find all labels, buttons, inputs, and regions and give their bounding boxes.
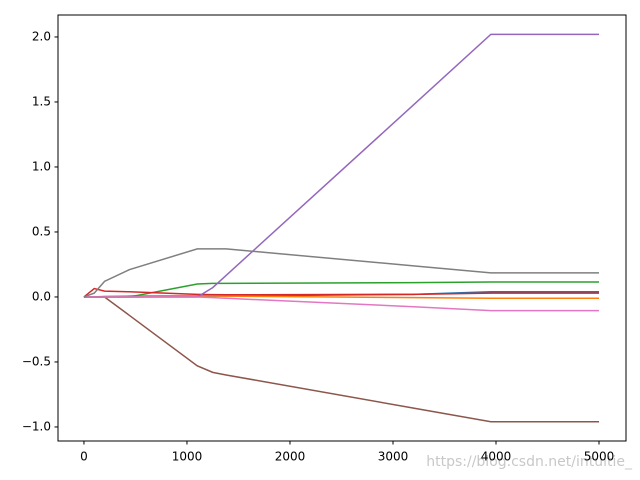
x-tick-label: 5000 bbox=[584, 450, 615, 464]
y-tick-label: 2.0 bbox=[32, 29, 51, 43]
y-tick-label: 1.0 bbox=[32, 159, 51, 173]
x-tick-label: 1000 bbox=[172, 450, 203, 464]
y-tick-label: −0.5 bbox=[22, 354, 51, 368]
x-tick-label: 0 bbox=[80, 450, 88, 464]
x-tick-label: 3000 bbox=[378, 450, 409, 464]
y-tick-label: 1.5 bbox=[32, 94, 51, 108]
x-tick-label: 2000 bbox=[275, 450, 306, 464]
y-tick-label: −1.0 bbox=[22, 419, 51, 433]
series-line bbox=[83, 287, 600, 298]
plot-frame bbox=[57, 14, 627, 442]
y-tick-label: 0.5 bbox=[32, 224, 51, 238]
watermark: https://blog.csdn.net/intuitie_ bbox=[426, 454, 633, 470]
series-line bbox=[83, 296, 600, 312]
series-group bbox=[83, 33, 600, 423]
x-tick-label: 4000 bbox=[481, 450, 512, 464]
y-tick-label: 0.0 bbox=[32, 289, 51, 303]
series-line bbox=[83, 248, 600, 298]
